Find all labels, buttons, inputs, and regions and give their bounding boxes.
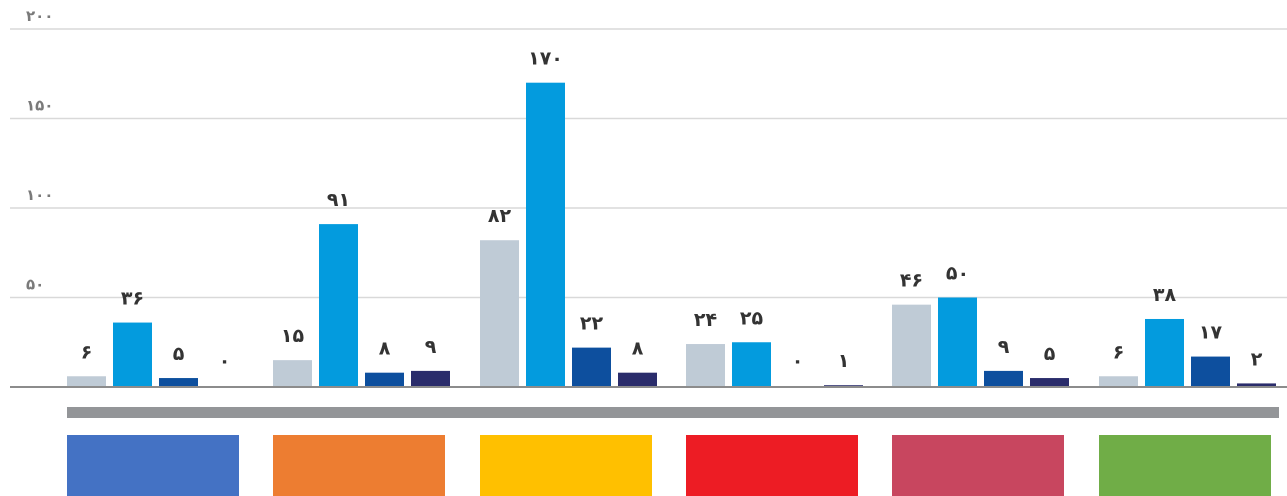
bar-value-label: ۱۷۰ [528, 48, 563, 70]
bar-value-label: ۵ [1044, 343, 1056, 365]
category-swatch [686, 435, 858, 496]
category-color-swatches [67, 435, 1271, 496]
y-tick-label: ۱۰۰ [26, 186, 53, 204]
bar-value-label: ۸ [379, 338, 391, 360]
bar-value-label: ۶ [81, 341, 93, 363]
bar [365, 372, 404, 387]
bar-value-label: ۲۲ [580, 313, 604, 335]
bar-value-label: ۰ [792, 350, 804, 372]
bar [1099, 376, 1138, 387]
bar-value-label: ۶ [1113, 341, 1125, 363]
bar [526, 82, 565, 387]
bar-value-label: ۹۱ [327, 189, 350, 211]
bars [67, 82, 1276, 387]
bar [1030, 378, 1069, 387]
bar [159, 378, 198, 387]
bar [572, 347, 611, 387]
bar-value-label: ۳۶ [121, 288, 144, 310]
bar [892, 304, 931, 387]
bar-value-label: ۵۰ [946, 263, 969, 285]
bar-value-label: ۰ [219, 350, 231, 372]
bar [67, 376, 106, 387]
bar-value-label: ۸ [632, 338, 644, 360]
bar-value-label: ۸۲ [488, 205, 512, 227]
bar [618, 372, 657, 387]
bar-value-label: ۲۵ [740, 307, 764, 329]
bar [938, 297, 977, 387]
bar [1191, 356, 1230, 387]
category-swatch [273, 435, 445, 496]
y-axis-tick-labels: ۵۰ ۱۰۰ ۱۵۰ ۲۰۰ [26, 7, 53, 294]
bar [1237, 383, 1276, 387]
bar-value-label: ۲۴ [694, 309, 717, 331]
gridlines [10, 28, 1287, 299]
bar [319, 224, 358, 387]
bar [113, 322, 152, 387]
category-swatch [892, 435, 1064, 496]
bar [732, 342, 771, 387]
bar-value-label: ۹ [425, 336, 437, 358]
bar-value-label: ۱۷ [1199, 322, 1223, 344]
bar [1145, 318, 1184, 387]
category-divider-bar [67, 407, 1279, 418]
bar [411, 370, 450, 387]
bar [480, 240, 519, 387]
bar-value-label: ۹ [998, 336, 1010, 358]
category-swatch [67, 435, 239, 496]
bar [273, 360, 312, 387]
bar-value-label: ۲ [1251, 348, 1263, 370]
y-tick-label: ۱۵۰ [26, 97, 53, 115]
bar [686, 344, 725, 387]
y-tick-label: ۲۰۰ [26, 7, 53, 25]
bar-value-label: ۳۸ [1153, 284, 1177, 306]
bar-value-label: ۵ [173, 343, 185, 365]
category-swatch [1099, 435, 1271, 496]
y-tick-label: ۵۰ [26, 276, 44, 294]
bar-value-label: ۱۵ [281, 325, 305, 347]
category-swatch [480, 435, 652, 496]
bar [984, 370, 1023, 387]
bar-value-label: ۴۶ [900, 270, 923, 292]
bar-value-label: ۱ [838, 350, 850, 372]
